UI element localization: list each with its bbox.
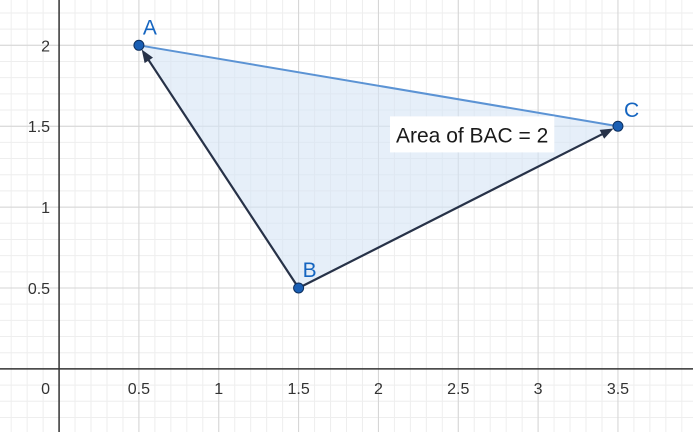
- point-label-a: A: [143, 16, 157, 39]
- x-tick-label: 1: [214, 381, 223, 398]
- area-label-background: [390, 116, 555, 153]
- vector-bc[interactable]: [298, 132, 605, 289]
- x-tick-label: 3.5: [607, 381, 629, 398]
- point-a[interactable]: [133, 39, 145, 51]
- point-label-b: B: [303, 259, 317, 282]
- vectors: [141, 49, 614, 289]
- area-label[interactable]: Area of BAC = 2: [390, 116, 555, 153]
- vector-ba[interactable]: [146, 58, 300, 289]
- tick-labels: 0.5 1 1.5 2 2.5 3 3.5 0.5 1 1.5 2 0: [28, 38, 629, 398]
- x-tick-label: 1.5: [287, 381, 309, 398]
- x-tick-label: 2.5: [447, 381, 469, 398]
- origin-label: 0: [41, 381, 50, 398]
- y-tick-label: 0.5: [28, 281, 50, 298]
- x-tick-label: 3: [534, 381, 543, 398]
- x-tick-label: 0.5: [128, 381, 150, 398]
- point-label-c: C: [624, 99, 639, 122]
- segment-ac[interactable]: [138, 44, 619, 128]
- area-label-text: Area of BAC = 2: [396, 124, 548, 147]
- point-b[interactable]: [293, 282, 305, 294]
- arrowhead-icon: [141, 49, 153, 64]
- point-c[interactable]: [612, 120, 624, 132]
- arrowhead-icon: [599, 128, 614, 139]
- y-tick-label: 2: [41, 38, 50, 55]
- x-tick-label: 2: [374, 381, 383, 398]
- y-tick-label: 1: [41, 200, 50, 217]
- segments: [138, 44, 619, 128]
- y-tick-label: 1.5: [28, 119, 50, 136]
- points: A B C: [133, 16, 639, 294]
